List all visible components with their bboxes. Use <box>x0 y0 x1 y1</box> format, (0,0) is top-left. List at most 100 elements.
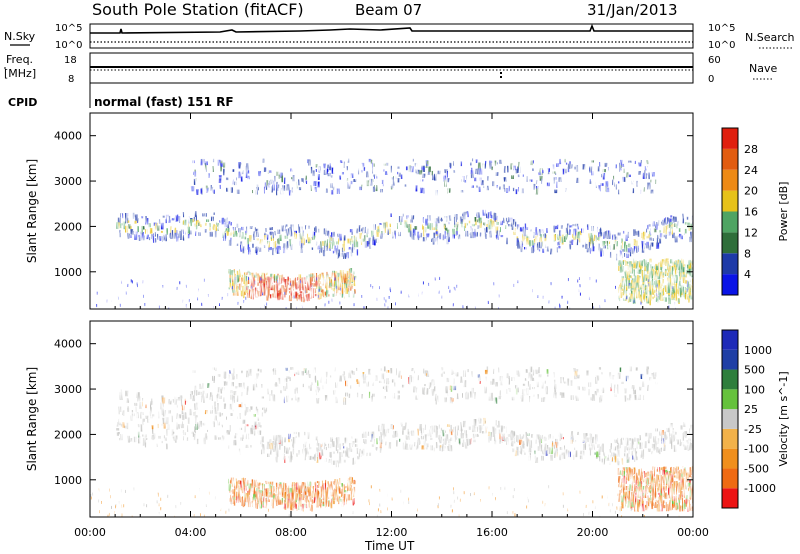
velocity-echo <box>638 469 641 476</box>
velocity-echo <box>261 436 264 443</box>
velocity-echo <box>308 492 311 497</box>
power-echo <box>319 273 322 278</box>
power-echo <box>160 230 163 233</box>
velocity-echo <box>592 437 595 444</box>
power-echo <box>257 228 259 232</box>
power-echo <box>632 297 634 304</box>
power-echo <box>663 234 667 238</box>
power-echo <box>677 281 681 286</box>
velocity-echo <box>464 442 468 449</box>
velocity-echo <box>649 377 652 381</box>
velocity-echo <box>221 387 225 391</box>
power-noise <box>106 299 108 303</box>
velocity-echo <box>628 496 631 504</box>
power-echo <box>452 234 455 239</box>
power-echo <box>337 272 340 278</box>
power-echo <box>659 285 662 289</box>
velocity-echo <box>442 438 444 442</box>
velocity-echo <box>171 429 174 436</box>
velocity-echo <box>181 410 184 414</box>
velocity-echo <box>262 448 265 454</box>
velocity-echo <box>259 501 262 509</box>
velocity-echo <box>577 386 580 390</box>
power-echo <box>183 235 185 241</box>
velocity-echo <box>679 439 681 447</box>
power-noise <box>188 299 190 303</box>
power-echo <box>272 276 274 282</box>
power-echo <box>383 222 386 229</box>
velocity-echo <box>343 397 346 402</box>
velocity-echo <box>487 431 490 436</box>
velocity-echo <box>259 498 262 503</box>
power-echo <box>670 270 672 275</box>
velocity-noise <box>285 493 287 497</box>
power-echo <box>361 169 363 173</box>
velocity-echo <box>653 487 656 493</box>
velocity-echo <box>458 438 461 444</box>
power-echo <box>295 277 297 284</box>
velocity-echo <box>635 456 638 461</box>
velocity-echo <box>471 371 473 378</box>
power-echo <box>225 228 228 232</box>
velocity-echo <box>642 455 644 460</box>
power-echo <box>683 292 686 297</box>
power-echo <box>308 277 312 285</box>
power-echo <box>365 228 369 234</box>
velocity-echo <box>278 436 280 443</box>
velocity-echo <box>535 439 538 444</box>
velocity-echo <box>456 393 459 400</box>
power-echo <box>264 235 267 240</box>
velocity-echo <box>361 433 364 438</box>
velocity-echo <box>639 435 642 441</box>
power-echo <box>542 248 545 253</box>
power-echo <box>251 273 254 276</box>
velocity-echo <box>237 416 239 419</box>
power-echo <box>288 190 292 196</box>
velocity-echo <box>244 403 246 409</box>
velocity-echo <box>494 434 496 442</box>
power-echo <box>541 229 544 233</box>
power-echo <box>547 168 550 172</box>
power-echo <box>623 287 625 295</box>
velocity-echo <box>207 383 210 388</box>
power-echo <box>466 175 468 181</box>
velocity-echo <box>334 438 337 442</box>
velocity-echo <box>411 430 415 436</box>
velocity-echo <box>641 506 645 512</box>
velocity-echo <box>641 450 645 457</box>
power-echo <box>318 228 320 233</box>
velocity-noise <box>156 500 158 504</box>
velocity-echo <box>682 491 685 498</box>
velocity-noise <box>220 508 222 511</box>
power-echo <box>273 289 277 296</box>
velocity-echo <box>661 502 664 505</box>
velocity-echo <box>517 387 519 393</box>
power-echo <box>553 234 556 241</box>
power-echo <box>390 165 392 173</box>
power-echo <box>299 240 302 246</box>
velocity-echo <box>317 439 319 446</box>
power-echo <box>489 231 491 234</box>
power-echo <box>383 228 386 233</box>
velocity-echo <box>646 473 650 477</box>
velocity-echo <box>226 381 228 386</box>
velocity-echo <box>405 435 407 440</box>
power-echo <box>128 224 131 229</box>
power-echo <box>665 218 668 225</box>
velocity-echo <box>661 435 664 442</box>
power-echo <box>247 270 250 274</box>
power-noise <box>353 290 355 294</box>
power-echo <box>341 172 344 175</box>
velocity-echo <box>673 445 677 452</box>
power-echo <box>239 270 241 277</box>
velocity-echo <box>255 493 259 500</box>
power-echo <box>619 264 621 268</box>
velocity-echo <box>355 367 358 371</box>
power-echo <box>326 240 329 248</box>
velocity-echo <box>294 388 296 394</box>
power-echo <box>283 247 286 254</box>
velocity-echo <box>302 482 306 489</box>
power-echo <box>301 231 304 237</box>
power-echo <box>626 275 629 278</box>
